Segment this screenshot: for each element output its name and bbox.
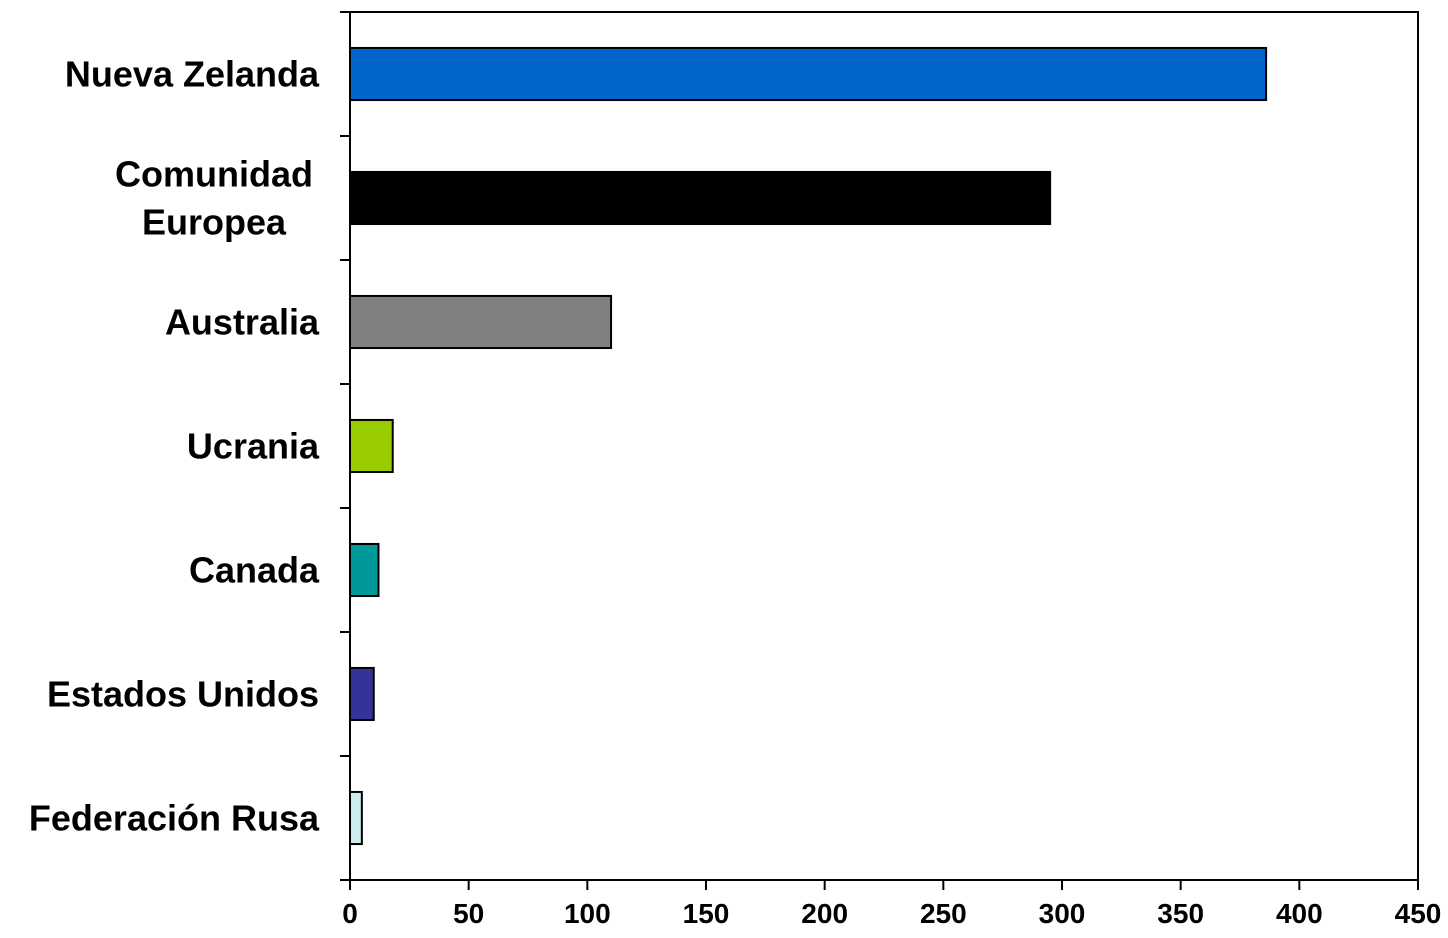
bar [349, 418, 394, 474]
x-tick-label: 450 [1395, 898, 1442, 929]
x-tick-label: 350 [1157, 898, 1204, 929]
x-tick-label: 300 [1039, 898, 1086, 929]
bar [349, 170, 1052, 226]
x-tick-label: 0 [342, 898, 358, 929]
bar [349, 294, 613, 350]
x-tick-label: 50 [453, 898, 484, 929]
x-tick-label: 150 [683, 898, 730, 929]
x-tick-label: 400 [1276, 898, 1323, 929]
y-axis-ticks [340, 11, 350, 881]
x-tick-label: 200 [801, 898, 848, 929]
category-label: Canada [189, 550, 320, 591]
category-label: Australia [165, 302, 320, 343]
bar [349, 790, 363, 846]
category-label: Ucrania [187, 426, 320, 467]
category-labels: Nueva Zelanda Comunidad Europea Australia Uc… [29, 54, 320, 839]
category-label: Europea [142, 202, 287, 243]
bar [349, 46, 1268, 102]
x-tick-label: 250 [920, 898, 967, 929]
bar [349, 542, 380, 598]
x-tick-label: 100 [564, 898, 611, 929]
bar [349, 666, 375, 722]
category-label: Nueva Zelanda [65, 54, 320, 95]
plot-area-frame [349, 11, 1419, 881]
x-axis-ticks [349, 880, 1419, 890]
x-axis-tick-labels: 0 50 100 150 200 250 300 350 400 450 [342, 898, 1441, 929]
category-label: Federación Rusa [29, 798, 320, 839]
bars-group [349, 46, 1268, 846]
category-label: Comunidad [115, 154, 313, 195]
category-label: Estados Unidos [47, 674, 319, 715]
